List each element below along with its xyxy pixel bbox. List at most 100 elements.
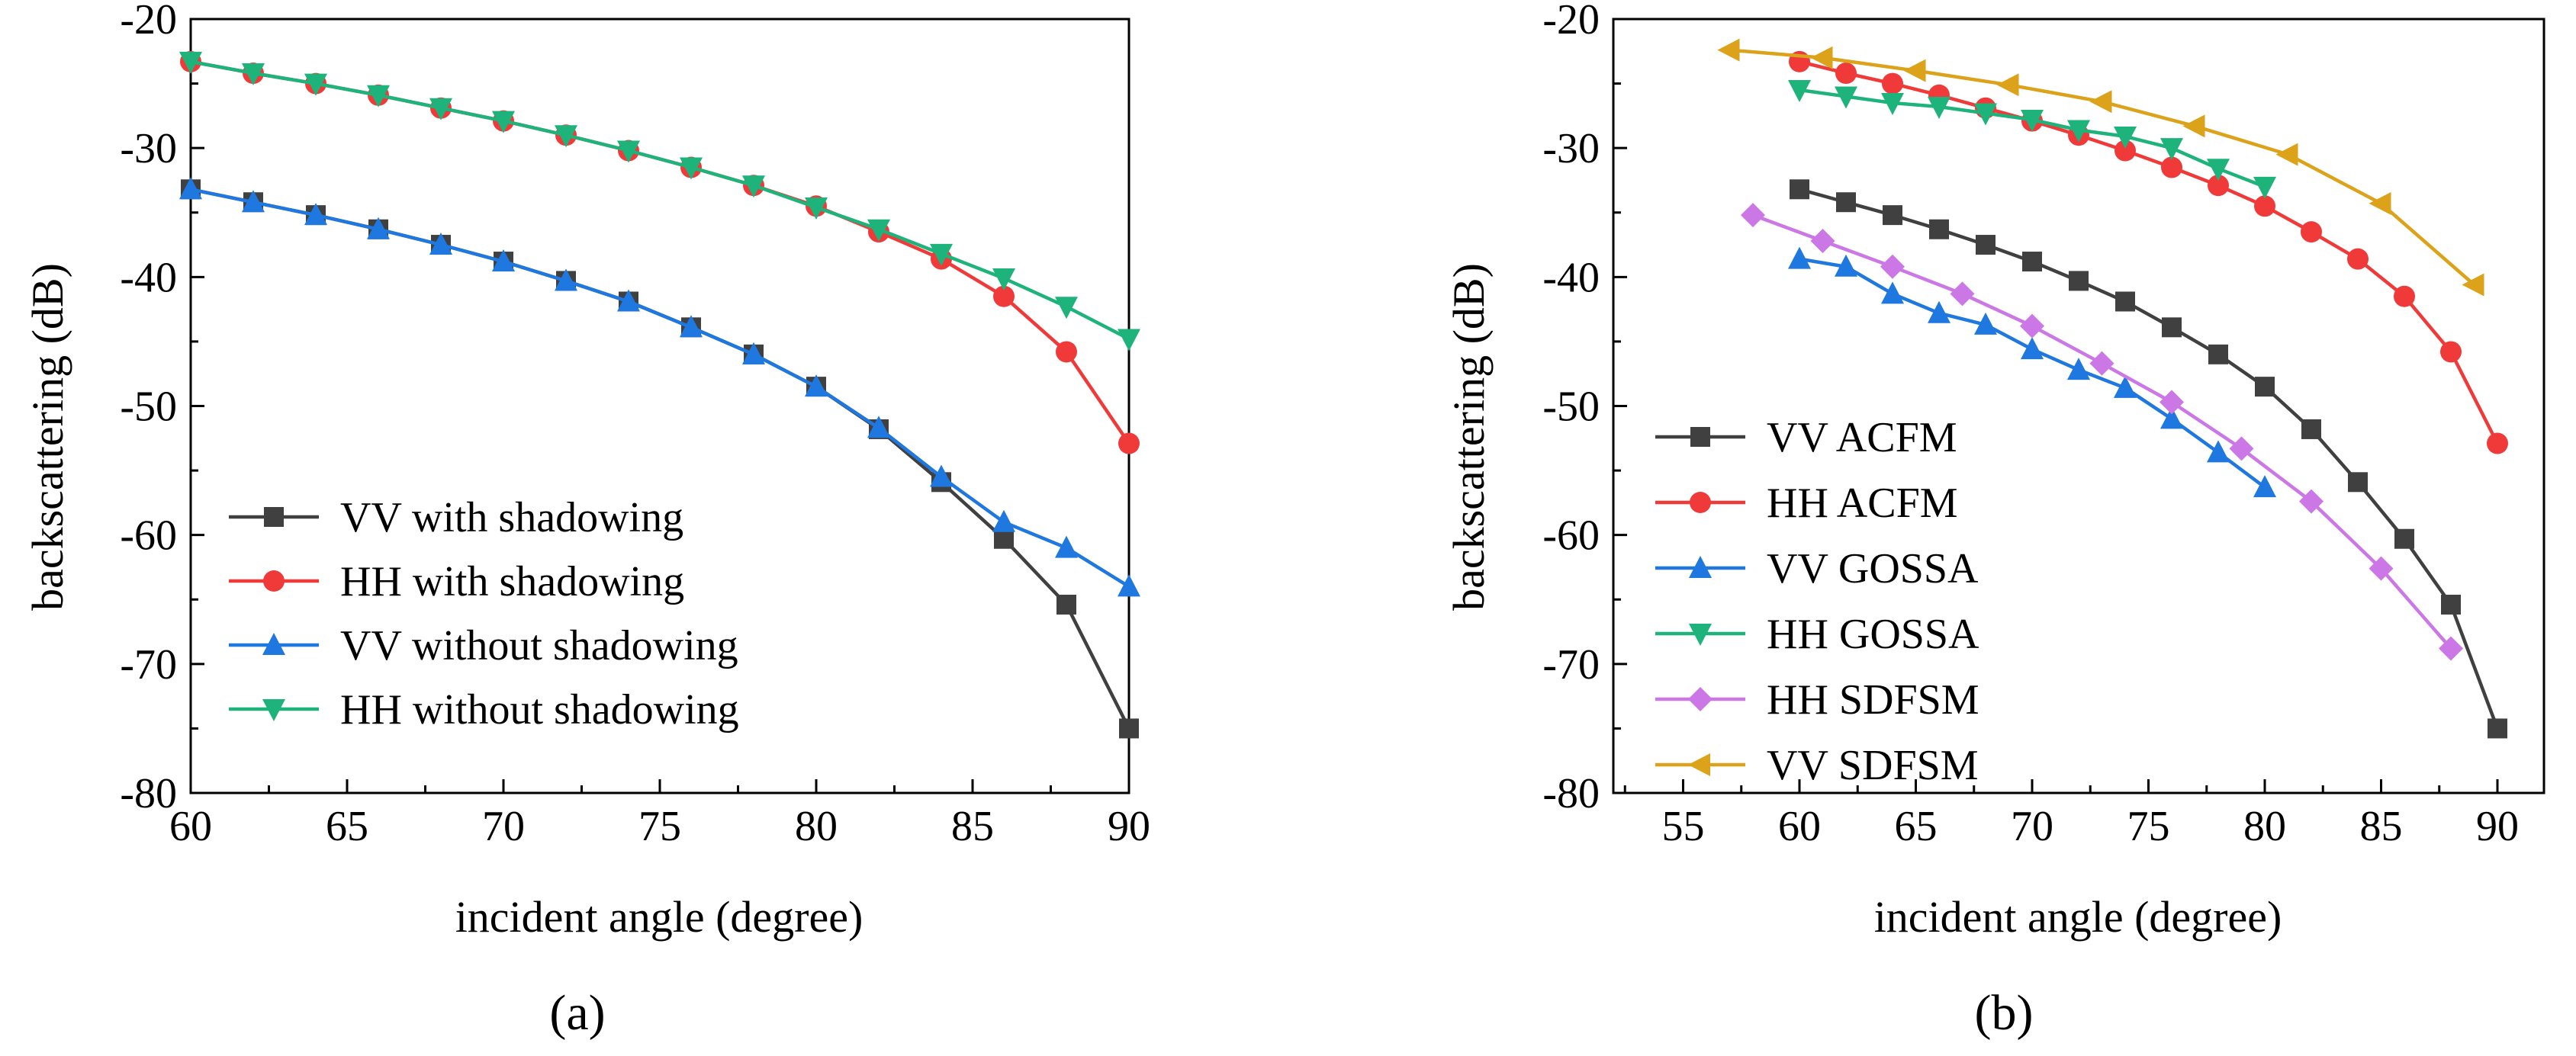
panel-b-data-point-hh-sdfsm xyxy=(2089,351,2115,376)
panel-a-legend-label-hh-with-shadowing: HH with shadowing xyxy=(340,558,684,605)
panel-b-data-point-hh-sdfsm xyxy=(1950,281,1975,307)
panel-b-data-point-vv-gossa xyxy=(1835,254,1857,277)
panel-b-data-point-vv-acfm xyxy=(1790,179,1809,200)
panel-b-data-point-hh-acfm xyxy=(2161,156,2182,178)
panel-a-data-point-vv-without-shadowing xyxy=(304,203,327,226)
panel-b-ytick-label: -70 xyxy=(1542,641,1600,688)
panel-b-data-point-hh-sdfsm xyxy=(1810,228,1835,253)
panel-b-data-point-hh-acfm xyxy=(1835,63,1857,85)
panel-b-xtick-label: 60 xyxy=(1778,803,1821,850)
panel-b-series-line-hh-acfm xyxy=(1799,59,2500,445)
panel-b-data-point-vv-acfm xyxy=(1976,235,1996,255)
panel-b-data-point-hh-gossa xyxy=(2067,120,2090,143)
panel-a-series-vv-without-shadowing xyxy=(179,177,1140,597)
panel-a-data-point-vv-with-shadowing xyxy=(994,528,1014,549)
panel-b-data-point-vv-sdfsm xyxy=(1903,59,1926,82)
panel-a-xtick-label: 60 xyxy=(169,803,212,850)
panel-b-xlabel: incident angle (degree) xyxy=(1874,892,2282,942)
panel-b-data-point-vv-gossa xyxy=(2114,375,2137,398)
panel-a-data-point-vv-with-shadowing xyxy=(1119,718,1139,739)
panel-b-data-point-vv-acfm xyxy=(1883,205,1902,226)
panel-a-data-point-hh-without-shadowing xyxy=(680,157,703,180)
panel-b-series-vv-gossa xyxy=(1788,246,2276,498)
panel-b-data-point-hh-acfm xyxy=(2301,221,2322,243)
panel-b-data-point-vv-gossa xyxy=(1974,312,1997,335)
panel-a-data-point-vv-without-shadowing xyxy=(992,509,1015,532)
panel-b-data-point-vv-acfm xyxy=(2208,344,2228,364)
panel-a-ylabel: backscattering (dB) xyxy=(23,263,72,611)
panel-b-data-point-hh-gossa xyxy=(1788,80,1811,103)
panel-b-legend-label-vv-acfm: VV ACFM xyxy=(1767,414,1957,461)
panel-b-data-point-hh-acfm xyxy=(2115,140,2136,162)
panel-a-xlabel: incident angle (degree) xyxy=(455,892,863,942)
panel-a-data-point-hh-without-shadowing xyxy=(867,219,890,242)
panel-a-data-point-hh-without-shadowing xyxy=(992,268,1015,291)
panel-a-ytick-label: -70 xyxy=(120,641,177,688)
panel-b-legend-marker xyxy=(1689,556,1712,578)
panel-a-ytick-label: -40 xyxy=(120,254,177,301)
panel-a-data-point-vv-without-shadowing xyxy=(492,249,515,272)
panel-b-legend-marker xyxy=(1690,427,1710,447)
panel-b-data-point-vv-acfm xyxy=(1836,192,1856,213)
panel-a-data-point-hh-without-shadowing xyxy=(1118,329,1140,351)
panel-a-data-point-vv-without-shadowing xyxy=(555,268,577,291)
panel-b-data-point-hh-gossa xyxy=(2021,109,2044,132)
panel-b-data-point-vv-acfm xyxy=(2069,271,2089,291)
panel-b-data-point-vv-acfm xyxy=(1929,219,1949,239)
panel-b-data-point-hh-acfm xyxy=(2440,341,2462,363)
panel-b-data-point-hh-acfm xyxy=(2208,175,2229,197)
panel-a-data-point-vv-without-shadowing xyxy=(1055,535,1078,558)
panel-b-legend-label-hh-acfm: HH ACFM xyxy=(1767,480,1958,527)
panel-b-chart: backscattering (dB) incident angle (degr… xyxy=(1444,0,2545,942)
panel-b-data-point-vv-gossa xyxy=(2160,406,2183,429)
panel-b-data-point-vv-gossa xyxy=(1788,246,1811,269)
panel-a-data-point-vv-without-shadowing xyxy=(680,315,703,338)
panel-b-data-point-hh-gossa xyxy=(1974,103,1997,126)
panel-a-xtick-label: 70 xyxy=(482,803,525,850)
panel-a-xtick-label: 80 xyxy=(795,803,838,850)
panel-b-series-hh-acfm xyxy=(1789,50,2508,454)
panel-a-ytick-label: -50 xyxy=(120,384,177,431)
panel-b-ytick-label: -20 xyxy=(1542,0,1600,43)
panel-b-series-vv-acfm xyxy=(1790,179,2507,739)
panel-b-data-point-hh-acfm xyxy=(1882,72,1903,95)
panel-b-legend-label-vv-sdfsm: VV SDFSM xyxy=(1767,742,1979,789)
panel-a-data-point-hh-without-shadowing xyxy=(555,125,577,148)
panel-b-data-point-hh-sdfsm xyxy=(2020,313,2044,339)
panel-b-data-point-vv-sdfsm xyxy=(2275,143,2298,166)
panel-a-data-point-hh-without-shadowing xyxy=(492,111,515,133)
panel-a-series-line-hh-without-shadowing xyxy=(190,59,1130,341)
panel-a-xtick-label: 90 xyxy=(1108,803,1150,850)
panel-a-data-point-hh-with-shadowing xyxy=(1056,341,1077,363)
panel-b-data-point-vv-gossa xyxy=(2207,440,2230,463)
panel-b-series-hh-gossa xyxy=(1788,80,2276,199)
panel-b-data-point-vv-sdfsm xyxy=(1810,46,1833,69)
panel-a-data-point-hh-without-shadowing xyxy=(742,175,765,198)
panel-a-xtick-label: 75 xyxy=(638,803,681,850)
panel-b-xtick-label: 55 xyxy=(1662,803,1705,850)
panel-b-data-point-vv-acfm xyxy=(2348,472,2368,493)
panel-a-legend: VV with shadowing HH with shadowing VV wit… xyxy=(229,494,739,733)
panel-a-data-point-hh-with-shadowing xyxy=(1118,432,1140,454)
panel-b-label: (b) xyxy=(1975,985,2034,1041)
panel-b-ytick-label: -50 xyxy=(1542,384,1600,431)
panel-b-series-hh-sdfsm xyxy=(1741,203,2463,661)
panel-b-ylabel: backscattering (dB) xyxy=(1444,263,1494,611)
panel-a-ytick-label: -60 xyxy=(120,512,177,560)
panel-a-data-point-hh-with-shadowing xyxy=(993,285,1015,307)
panel-b-legend-label-hh-sdfsm: HH SDFSM xyxy=(1767,676,1979,724)
panel-b-ytick-label: -30 xyxy=(1542,125,1600,172)
panel-b-data-point-vv-gossa xyxy=(1881,281,1904,304)
panel-a-data-point-hh-without-shadowing xyxy=(242,63,265,86)
panel-a-legend-label-vv-without-shadowing: VV without shadowing xyxy=(340,622,738,669)
panel-b-data-point-hh-sdfsm xyxy=(2439,636,2463,661)
panel-b-data-point-vv-gossa xyxy=(2067,358,2090,380)
panel-b-data-point-hh-sdfsm xyxy=(2160,390,2184,415)
panel-a-chart: backscattering (dB) incident angle (degr… xyxy=(23,0,1150,942)
panel-a-ytick-label: -80 xyxy=(120,770,177,817)
panel-b-series-vv-sdfsm xyxy=(1717,38,2484,297)
panel-b-data-point-hh-gossa xyxy=(2253,176,2276,199)
panel-a-legend-marker xyxy=(263,570,285,592)
panel-a-legend-marker xyxy=(262,633,285,655)
